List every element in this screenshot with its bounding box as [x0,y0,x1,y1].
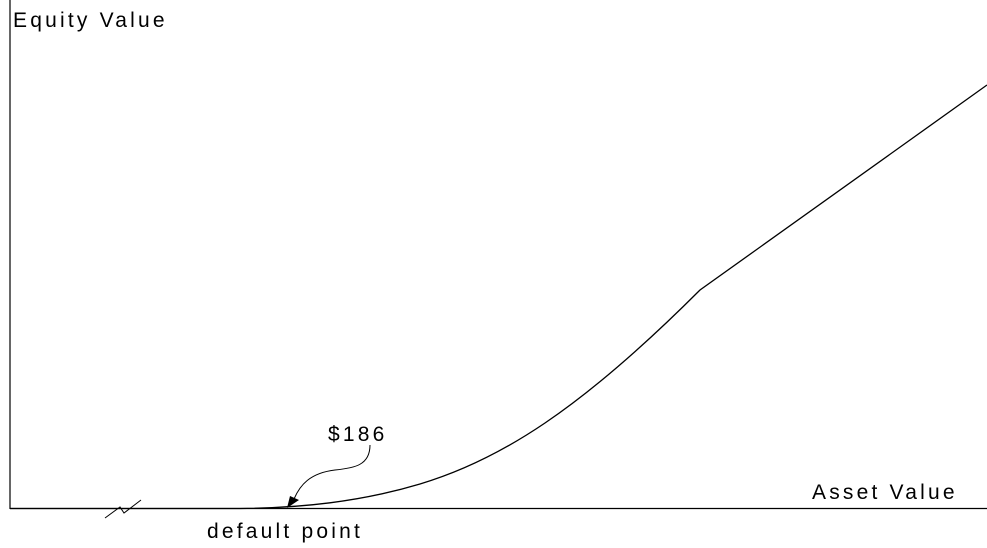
arrow-icon [287,444,371,508]
x-axis-label: Asset Value [812,481,958,504]
default-point-label: default point [207,520,363,543]
equity-curve [10,84,987,510]
y-axis-label: Equity Value [13,9,168,32]
axis-break-icon [104,499,142,519]
annotation-value: $186 [328,423,388,446]
